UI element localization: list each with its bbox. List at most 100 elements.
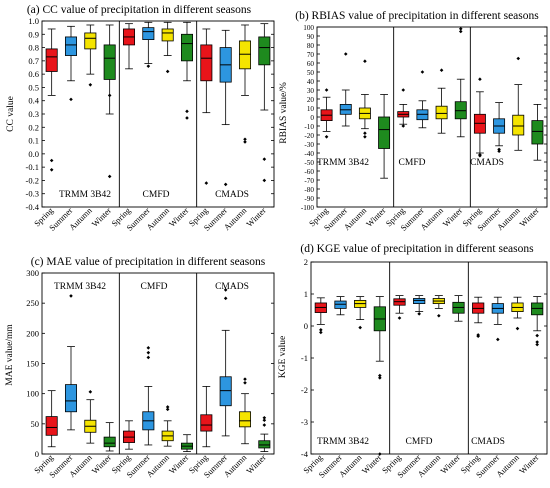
y-axis-label-mae: MAE value/mm [5, 324, 15, 386]
y-tick-label: 100 [303, 24, 314, 32]
box-iqr [378, 116, 391, 149]
x-tick-label: Winter [244, 205, 268, 229]
y-tick-label: 0.6 [28, 69, 39, 79]
box-cc-0-spring [45, 28, 58, 172]
outlier-point [496, 337, 500, 342]
box-rbias-2-autumn [512, 56, 525, 151]
y-tick-label: -1 [301, 353, 308, 363]
x-tick-label: Autumn [67, 205, 94, 232]
y-tick-label: 300 [26, 268, 39, 278]
outlier-point [243, 137, 247, 142]
outlier-point [262, 416, 267, 420]
y-axis-label-kge: KGE value [278, 336, 288, 378]
y-tick-label: 1.0 [28, 16, 39, 26]
group-label-cmads-kge: CMADS [471, 437, 505, 447]
outlier-point [223, 182, 228, 187]
outlier-point [262, 157, 267, 161]
chart-title-mae: (c) MAE value of precipitation in differ… [31, 256, 266, 268]
outlier-point [378, 376, 382, 380]
outlier-point [439, 68, 444, 72]
box-kge-0-summer [334, 296, 347, 316]
box-mae-0-autumn [84, 390, 97, 444]
x-tick-label: Autumn [67, 452, 94, 479]
y-tick-label: -100 [301, 204, 315, 212]
y-tick-label: 50 [307, 69, 315, 77]
y-tick-label: 90 [307, 33, 315, 41]
outlier-point [262, 418, 267, 423]
box-mae-2-autumn [238, 377, 252, 445]
y-tick-label: -30 [304, 141, 314, 149]
outlier-point [107, 93, 112, 98]
box-rbias-1-summer [416, 70, 429, 129]
group-label-trmm-cc: TRMM 3B42 [59, 190, 111, 200]
y-tick-label: -0.3 [26, 189, 39, 199]
x-tick-label: Winter [90, 452, 114, 476]
x-tick-label: Autumn [222, 452, 249, 479]
outlier-point [535, 333, 539, 338]
box-kge-1-winter [452, 295, 465, 322]
box-kge-0-winter [373, 296, 386, 456]
outlier-point [458, 29, 463, 34]
y-tick-label: 0.7 [28, 56, 39, 66]
box-kge-1-summer [413, 295, 426, 316]
outlier-point [165, 405, 170, 409]
box-iqr [219, 376, 232, 407]
y-tick-label: 150 [26, 359, 39, 369]
outlier-point [363, 135, 367, 139]
y-tick-label: 30 [307, 87, 315, 95]
outlier-point [69, 97, 73, 102]
group-label-cmads-cc: CMADS [215, 190, 249, 200]
x-tick-label: Winter [167, 452, 191, 476]
outlier-point [420, 70, 425, 74]
y-tick-label: 20 [307, 96, 315, 104]
outlier-point [378, 373, 382, 378]
x-tick-label: Winter [517, 205, 541, 229]
x-tick-label: Winter [438, 452, 462, 476]
y-tick-label: 0 [310, 114, 314, 122]
outlier-point [458, 27, 463, 31]
y-tick-label: 100 [26, 389, 39, 399]
chart-title-kge: (d) KGE value of precipitation in differ… [300, 243, 534, 255]
box-rbias-2-summer [493, 102, 506, 153]
box-kge-0-autumn [354, 296, 367, 330]
y-tick-label: 0.5 [28, 82, 39, 92]
y-tick-label: -0.2 [26, 175, 39, 185]
box-kge-2-winter [531, 296, 544, 347]
box-iqr [103, 44, 116, 80]
outlier-point [363, 59, 367, 63]
outlier-point [185, 116, 189, 120]
y-tick-label: -0.1 [26, 162, 39, 172]
box-iqr [258, 440, 271, 449]
box-iqr [64, 384, 78, 413]
x-tick-label: Autumn [144, 452, 171, 479]
box-iqr [512, 114, 525, 136]
outlier-point [319, 328, 323, 332]
box-rbias-1-winter [454, 27, 467, 138]
outlier-point [363, 131, 367, 135]
y-tick-label: 50 [31, 419, 40, 429]
box-rbias-0-summer [339, 52, 352, 127]
box-kge-0-spring [314, 297, 327, 335]
y-tick-label: 0.2 [28, 122, 39, 132]
group-label-cmfd-kge: CMFD [406, 437, 433, 447]
box-rbias-2-winter [531, 104, 544, 161]
box-kge-1-spring [393, 295, 406, 320]
outlier-point [243, 381, 247, 385]
y-tick-label: -50 [304, 159, 314, 167]
group-label-cmfd-cc: CMFD [143, 190, 170, 200]
box-kge-2-summer [491, 296, 504, 342]
outlier-point [535, 342, 539, 347]
group-label-trmm-rbias: TRMM 3B42 [317, 158, 369, 168]
box-kge-2-autumn [511, 296, 524, 331]
box-iqr [258, 36, 271, 66]
y-tick-label: 1 [304, 289, 308, 299]
outlier-point [49, 168, 54, 172]
box-cc-0-winter [103, 24, 116, 179]
y-tick-label: -4 [301, 449, 309, 459]
box-cc-0-summer [64, 25, 78, 102]
outlier-point [243, 377, 247, 381]
box-iqr [142, 27, 155, 40]
box-rbias-2-spring [473, 77, 486, 158]
box-cc-1-summer [142, 21, 155, 68]
box-cc-2-spring [200, 28, 213, 185]
